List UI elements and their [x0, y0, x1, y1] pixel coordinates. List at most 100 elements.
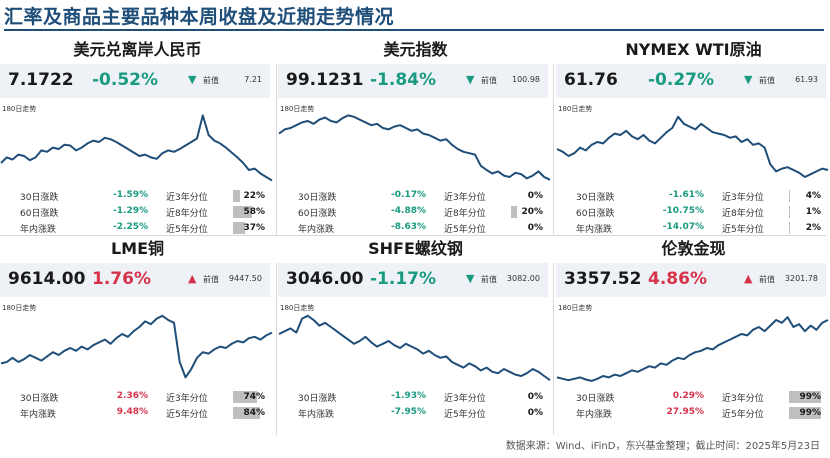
prev-label: 前值 — [481, 76, 497, 85]
stat-value: -1.59% — [113, 190, 148, 200]
panel-5: SHFE螺纹钢 3046.00 -1.17% ▼ 前值 3082.00 180日走势 30日涨… — [278, 237, 553, 433]
percentile-bar: 37% — [233, 222, 265, 234]
panel-divider-vertical — [276, 64, 277, 236]
trend-chart-svg — [556, 316, 829, 382]
stat-label: 年内涨跌 — [576, 225, 613, 235]
chart-period-label: 180日走势 — [2, 304, 37, 312]
prev-value: 100.98 — [512, 75, 540, 84]
panel-title: NYMEX WTI原油 — [625, 40, 762, 59]
percentile-bar-fill — [511, 206, 518, 218]
stat-label: 30日涨跌 — [298, 394, 337, 404]
panel-6: 伦敦金现 3357.52 4.86% ▲ 前值 3201.78 180日走势 30日涨跌 0.2… — [556, 237, 830, 433]
percentile-value: 22% — [243, 191, 265, 201]
stats-rows: 30日涨跌 -0.17% 近3年分位 0% 60日涨跌 -4.88% 近8年分位 20% 年内涨… — [278, 188, 553, 236]
triangle-up-icon: ▲ — [188, 272, 197, 285]
chart-period-label: 180日走势 — [280, 304, 315, 312]
trend-chart: 180日走势 — [278, 104, 553, 188]
percentile-bar: 0% — [511, 190, 543, 202]
change-percent: -0.27% — [648, 70, 715, 90]
percentile-value: 99% — [799, 408, 821, 418]
trend-chart-svg — [556, 115, 829, 178]
stats-rows: 30日涨跌 -1.61% 近3年分位 4% 60日涨跌 -10.75% 近8年分位 1% 年内涨… — [556, 188, 830, 236]
last-price: 61.76 — [564, 70, 618, 90]
stats-rows: 30日涨跌 -1.93% 近3年分位 0% 年内涨跌 -7.95% 近5年分位 0% — [278, 389, 553, 421]
stats-rows: 30日涨跌 0.29% 近3年分位 99% 年内涨跌 27.95% 近5年分位 99% — [556, 389, 830, 421]
percentile-label: 近5年分位 — [444, 225, 486, 235]
percentile-value: 99% — [799, 392, 821, 402]
panel-4: LME铜 9614.00 1.76% ▲ 前值 9447.50 180日走势 30日涨跌 2.3… — [0, 237, 275, 433]
panel-title: LME铜 — [110, 239, 165, 258]
percentile-bar: 74% — [233, 391, 265, 403]
quote-header: 3357.52 4.86% ▲ 前值 3201.78 — [556, 263, 826, 297]
percentile-bar: 20% — [511, 206, 543, 218]
triangle-up-icon: ▲ — [744, 272, 753, 285]
stat-label: 60日涨跌 — [298, 209, 337, 219]
stats-row: 30日涨跌 2.36% 近3年分位 74% — [0, 389, 275, 405]
chart-period-label: 180日走势 — [2, 105, 37, 113]
trend-series-line — [556, 115, 829, 178]
stat-value: -2.25% — [113, 222, 148, 232]
panel-3: NYMEX WTI原油 61.76 -0.27% ▼ 前值 61.93 180日走势 30日涨… — [556, 38, 830, 236]
percentile-bar-fill — [789, 222, 790, 234]
stat-value: 2.36% — [116, 391, 148, 401]
last-price: 7.1722 — [8, 70, 74, 90]
stat-value: -1.93% — [391, 391, 426, 401]
percentile-bar-fill — [789, 391, 821, 403]
percentile-bar-fill — [233, 222, 245, 234]
stats-row: 30日涨跌 -1.61% 近3年分位 4% — [556, 188, 830, 204]
stats-rows: 30日涨跌 -1.59% 近3年分位 22% 60日涨跌 -1.29% 近8年分位 58% 年内… — [0, 188, 275, 236]
percentile-value: 0% — [527, 392, 543, 402]
stat-value: -0.17% — [391, 190, 426, 200]
stat-label: 30日涨跌 — [20, 394, 59, 404]
trend-series-line — [278, 314, 551, 382]
title-underline — [4, 29, 824, 31]
percentile-value: 74% — [243, 392, 265, 402]
last-price: 3357.52 — [564, 269, 642, 289]
percentile-bar-fill — [789, 190, 791, 202]
percentile-bar: 4% — [789, 190, 821, 202]
panel-title: 美元兑离岸人民币 — [73, 40, 202, 59]
page-title: 汇率及商品主要品种本周收盘及近期走势情况 — [4, 6, 395, 28]
percentile-label: 近3年分位 — [444, 394, 486, 404]
trend-chart-svg — [0, 114, 273, 182]
percentile-bar: 0% — [511, 222, 543, 234]
trend-chart: 180日走势 — [278, 303, 553, 387]
prev-label: 前值 — [759, 76, 775, 85]
percentile-bar: 0% — [511, 407, 543, 419]
stats-rows: 30日涨跌 2.36% 近3年分位 74% 年内涨跌 9.48% 近5年分位 84% — [0, 389, 275, 421]
trend-chart-svg — [278, 314, 551, 382]
percentile-label: 近5年分位 — [166, 410, 208, 420]
change-percent: -1.84% — [370, 70, 437, 90]
percentile-label: 近5年分位 — [722, 410, 764, 420]
prev-label: 前值 — [203, 76, 219, 85]
percentile-label: 近8年分位 — [722, 209, 764, 219]
triangle-down-icon: ▼ — [466, 73, 475, 86]
quote-header: 9614.00 1.76% ▲ 前值 9447.50 — [0, 263, 270, 297]
percentile-label: 近3年分位 — [444, 193, 486, 203]
panel-divider-horizontal — [0, 235, 826, 236]
trend-chart: 180日走势 — [0, 104, 275, 188]
percentile-label: 近3年分位 — [722, 394, 764, 404]
triangle-down-icon: ▼ — [744, 73, 753, 86]
prev-value: 3082.00 — [506, 274, 540, 283]
stat-value: 9.48% — [116, 407, 148, 417]
change-percent: -1.17% — [370, 269, 437, 289]
stat-value: 0.29% — [672, 391, 704, 401]
percentile-label: 近3年分位 — [722, 193, 764, 203]
panel-divider-vertical — [276, 263, 277, 435]
percentile-value: 84% — [243, 408, 265, 418]
stat-label: 年内涨跌 — [298, 225, 335, 235]
percentile-label: 近5年分位 — [166, 225, 208, 235]
percentile-bar: 99% — [789, 407, 821, 419]
percentile-bar: 2% — [789, 222, 821, 234]
prev-label: 前值 — [203, 275, 219, 284]
trend-chart: 180日走势 — [556, 303, 830, 387]
quote-header: 7.1722 -0.52% ▼ 前值 7.21 — [0, 64, 270, 98]
stat-label: 年内涨跌 — [576, 410, 613, 420]
stat-label: 30日涨跌 — [298, 193, 337, 203]
percentile-bar-fill — [789, 407, 821, 419]
stats-row: 年内涨跌 -7.95% 近5年分位 0% — [278, 405, 553, 421]
percentile-bar-fill — [233, 206, 252, 218]
stats-row: 30日涨跌 -0.17% 近3年分位 0% — [278, 188, 553, 204]
panel-title: 伦敦金现 — [661, 239, 726, 258]
